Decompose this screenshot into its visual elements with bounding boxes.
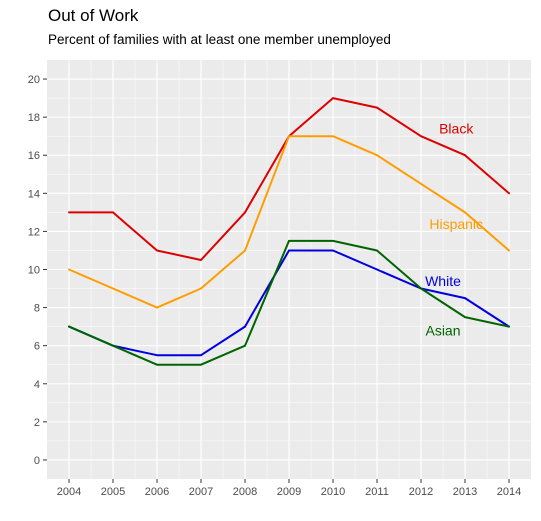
x-tick-label: 2012 bbox=[409, 486, 433, 498]
series-line-asian bbox=[68, 239, 510, 366]
x-axis: 2004 2005 2006 2007 2008 2009 2010 2011 2012 2013… bbox=[57, 479, 521, 498]
x-tick-label: 2014 bbox=[497, 486, 521, 498]
series-line-hispanic bbox=[68, 135, 510, 309]
series-line-white bbox=[68, 249, 510, 357]
series-label-black: Black bbox=[439, 121, 474, 137]
y-tick-label: 12 bbox=[28, 226, 40, 238]
series-label-white: White bbox=[425, 273, 461, 289]
series-labels: Black Hispanic White Asian bbox=[425, 121, 483, 339]
chart-title: Out of Work bbox=[48, 6, 139, 25]
y-tick-label: 14 bbox=[28, 188, 40, 200]
y-tick-label: 2 bbox=[34, 417, 40, 429]
x-tick-label: 2013 bbox=[453, 486, 477, 498]
y-tick-label: 8 bbox=[34, 303, 40, 315]
y-tick-label: 4 bbox=[34, 379, 40, 391]
x-tick-label: 2006 bbox=[145, 486, 169, 498]
series-label-hispanic: Hispanic bbox=[429, 216, 483, 232]
y-tick-label: 6 bbox=[34, 341, 40, 353]
x-tick-label: 2010 bbox=[321, 486, 345, 498]
x-tick-label: 2011 bbox=[365, 486, 389, 498]
series-lines bbox=[68, 97, 510, 366]
y-tick-label: 18 bbox=[28, 112, 40, 124]
y-tick-label: 10 bbox=[28, 265, 40, 277]
x-tick-label: 2008 bbox=[233, 486, 257, 498]
series-label-asian: Asian bbox=[425, 322, 460, 338]
x-tick-label: 2004 bbox=[57, 486, 81, 498]
y-axis: 0 2 4 6 8 10 12 14 16 18 20 bbox=[28, 74, 47, 467]
x-tick-label: 2009 bbox=[277, 486, 301, 498]
chart-subtitle: Percent of families with at least one me… bbox=[48, 32, 391, 47]
y-tick-label: 0 bbox=[34, 455, 40, 467]
x-tick-label: 2005 bbox=[101, 486, 125, 498]
y-tick-label: 16 bbox=[28, 150, 40, 162]
y-tick-label: 20 bbox=[28, 74, 40, 86]
x-tick-label: 2007 bbox=[189, 486, 213, 498]
